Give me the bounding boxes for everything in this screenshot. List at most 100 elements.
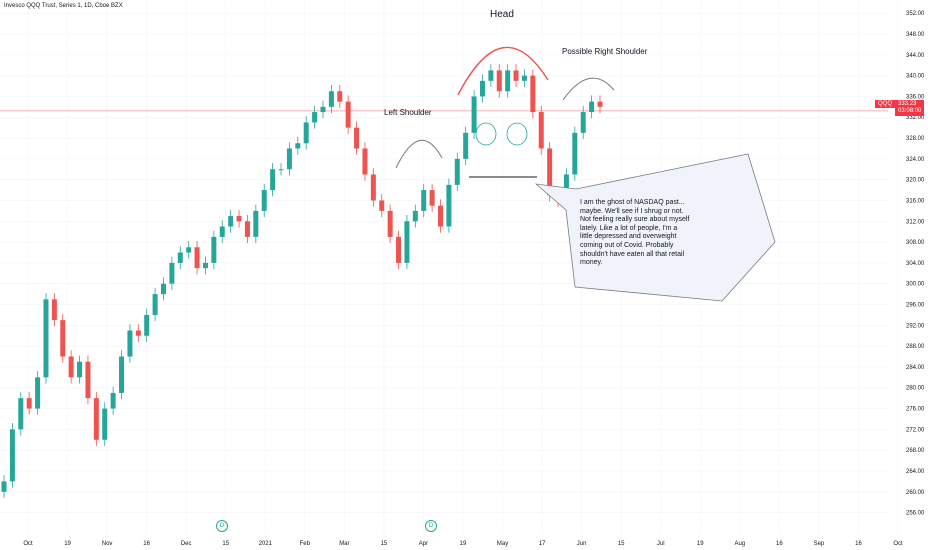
time-tick-label: Jul xyxy=(657,541,665,547)
candle-body xyxy=(354,127,360,149)
candle-body xyxy=(345,101,351,128)
price-tick-label: 336.00 xyxy=(906,94,925,100)
candles xyxy=(1,64,603,499)
time-tick-label: 15 xyxy=(618,541,625,547)
candle-body xyxy=(211,236,217,263)
price-tick-label: 260.00 xyxy=(906,490,925,496)
time-tick-label: 19 xyxy=(460,541,467,547)
candle-body xyxy=(328,91,334,107)
price-tick-label: 292.00 xyxy=(906,323,925,329)
price-tick-label: 332.00 xyxy=(906,115,925,121)
candle-body xyxy=(538,112,544,149)
price-axis: 256.00 260.00 264.00 268.00 272.00 276.00 280.… xyxy=(906,11,925,516)
candle-body xyxy=(396,236,402,263)
candle-body xyxy=(370,174,376,201)
time-tick-label: 17 xyxy=(539,541,546,547)
time-tick-label: May xyxy=(497,541,508,547)
candle-body xyxy=(429,190,435,206)
candle-body xyxy=(119,356,125,393)
candle-body xyxy=(135,330,141,336)
left-shoulder-label: Left Shoulder xyxy=(384,108,432,117)
chart-title: Invesco QQQ Trust, Series 1, 1D, Cboe BZ… xyxy=(4,3,123,9)
time-tick-label: 16 xyxy=(776,541,783,547)
callout-text: I am the ghost of NASDAQ past... maybe. … xyxy=(580,199,690,267)
candle-body xyxy=(278,169,284,171)
price-tick-label: 344.00 xyxy=(906,53,925,59)
price-tick-label: 304.00 xyxy=(906,261,925,267)
candle-body xyxy=(169,262,175,284)
price-tick-label: 256.00 xyxy=(906,511,925,517)
candle-body xyxy=(85,361,91,399)
time-tick-label: Jun xyxy=(577,541,587,547)
candle-body xyxy=(68,356,74,378)
price-tick-label: 300.00 xyxy=(906,282,925,288)
candle-body xyxy=(261,190,267,211)
price-ticker: QQQ xyxy=(875,100,896,108)
price-tick-label: 352.00 xyxy=(906,11,925,17)
candle-body xyxy=(404,221,410,263)
price-tick-label: 276.00 xyxy=(906,407,925,413)
candle-body xyxy=(547,148,553,196)
candle-body xyxy=(580,112,586,133)
price-tick-label: 280.00 xyxy=(906,386,925,392)
candle-body xyxy=(505,70,511,92)
right-shoulder-label: Possible Right Shoulder xyxy=(562,47,648,56)
candle-body xyxy=(463,132,469,159)
candle-body xyxy=(446,184,452,227)
time-tick-label: Mar xyxy=(339,541,349,547)
candle-body xyxy=(253,210,259,237)
candle-body xyxy=(438,205,444,227)
candle-body xyxy=(454,158,460,185)
time-tick-label: Feb xyxy=(300,541,311,547)
candle-body xyxy=(270,169,276,191)
price-tick-label: 328.00 xyxy=(906,136,925,142)
candle-body xyxy=(177,252,183,263)
candle-body xyxy=(295,143,301,149)
candle-body xyxy=(312,112,318,123)
candle-body xyxy=(572,132,578,175)
time-tick-label: 19 xyxy=(64,541,71,547)
drawings xyxy=(395,46,776,302)
price-tick-label: 312.00 xyxy=(906,219,925,225)
candle-body xyxy=(160,283,166,295)
dividend-badge[interactable]: D xyxy=(425,520,437,532)
candle-body xyxy=(77,361,83,378)
candle-body xyxy=(26,398,32,409)
current-price-tag: QQQ 333.23 03:08:00 xyxy=(875,100,925,118)
price-box: 333.23 03:08:00 xyxy=(895,100,925,116)
price-tick-label: 272.00 xyxy=(906,427,925,433)
candle-body xyxy=(286,148,292,170)
candle-body xyxy=(589,101,595,113)
candle-body xyxy=(521,75,527,81)
candle-body xyxy=(18,398,24,430)
candle-body xyxy=(228,216,234,227)
price-countdown: 03:08:00 xyxy=(898,108,922,114)
left-eye xyxy=(475,122,497,146)
time-tick-label: Aug xyxy=(734,541,745,547)
candle-body xyxy=(421,190,427,211)
candle-body xyxy=(152,294,158,315)
candle-body xyxy=(194,247,200,269)
candle-body xyxy=(412,210,418,222)
candle-body xyxy=(471,96,477,133)
left-shoulder-arc xyxy=(395,139,443,169)
price-tick-label: 324.00 xyxy=(906,157,925,163)
price-value: 333.23 xyxy=(898,101,917,107)
candle-body xyxy=(9,429,15,482)
candle-body xyxy=(60,320,66,357)
price-tick-label: 320.00 xyxy=(906,178,925,184)
candle-body xyxy=(479,80,485,97)
candle-body xyxy=(379,200,385,211)
price-tick-label: 284.00 xyxy=(906,365,925,371)
candle-body xyxy=(93,398,99,440)
price-tick-label: 268.00 xyxy=(906,448,925,454)
time-tick-label: Sep xyxy=(814,541,825,547)
right-eye xyxy=(506,122,528,146)
dividend-badge[interactable]: D xyxy=(216,520,228,532)
time-tick-label: Dec xyxy=(181,541,192,547)
candle-body xyxy=(337,91,343,102)
chart-grid xyxy=(0,0,899,535)
candle-body xyxy=(144,314,150,336)
price-tick-label: 308.00 xyxy=(906,240,925,246)
